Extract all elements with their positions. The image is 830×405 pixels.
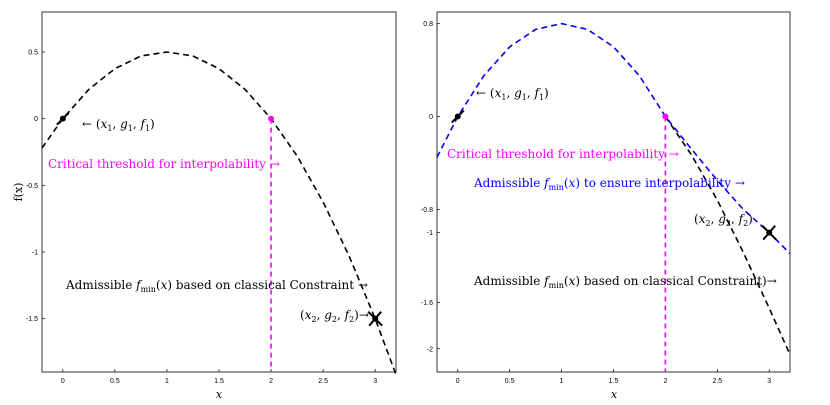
right-y-tick-label: -2: [427, 346, 433, 353]
left-y-tick-label: -0.5: [26, 183, 38, 190]
left-x-tick-label: 2.5: [318, 378, 328, 385]
left-y-tick-label: -1.5: [26, 316, 38, 323]
left-critical-threshold-annotation: Critical threshold for interpolability →: [48, 157, 280, 171]
right-critical-threshold-annotation: Critical threshold for interpolability →: [447, 147, 679, 161]
left-point-marker-2: [268, 115, 275, 122]
right-series-line-0: [436, 22, 791, 255]
left-x-tick-label: 1.5: [214, 378, 224, 385]
left-y-tick-label: 0: [34, 116, 38, 123]
right-x-tick-label: 1: [560, 378, 564, 385]
left-point-marker-3: [372, 315, 379, 322]
right-point1-label: ← (x1, g1, f1): [476, 86, 549, 102]
right-interpolability-annotation: Admissible fmin(x) to ensure interpolabi…: [473, 176, 745, 192]
left-point1-label: ← (x1, g1, f1): [82, 117, 155, 133]
left-x-tick-label: 0: [61, 378, 65, 385]
right-x-tick-label: 2.5: [712, 378, 722, 385]
right-point-marker-1: [454, 113, 461, 120]
right-y-tick-label: -0.8: [421, 207, 433, 214]
right-y-ticks: 0.8 0 -0.8 -1 -1.6 -2: [421, 21, 440, 353]
right-y-tick-label: -1: [427, 230, 433, 237]
left-x-tick-label: 1: [165, 378, 169, 385]
right-series: [436, 22, 791, 355]
left-x-axis-label: x: [216, 388, 223, 401]
left-point-marker-1: [59, 115, 66, 122]
left-y-tick-label: 0.5: [28, 50, 38, 57]
left-x-tick-label: 3: [373, 378, 377, 385]
left-chart: 0 0.5 1 1.5 2 2.5 3 0.5 0 -0.5 -1 -1.5 x f(x) ← (x…: [12, 11, 397, 401]
left-y-ticks: 0.5 0 -0.5 -1 -1.5: [26, 50, 45, 323]
left-classical-constraint-annotation: Admissible fmin(x) based on classical Co…: [65, 278, 368, 294]
left-plot-area: [41, 11, 397, 373]
left-x-tick-label: 2: [269, 378, 273, 385]
right-plot-area: [436, 11, 791, 373]
right-x-tick-label: 0.5: [505, 378, 515, 385]
right-point2-label: (x2, g2, f2): [694, 212, 753, 228]
left-y-axis-label: f(x): [12, 183, 25, 202]
right-x-tick-label: 2: [663, 378, 667, 385]
left-x-tick-label: 0.5: [110, 378, 120, 385]
right-classical-constraint-annotation: Admissible fmin(x) based on classical Co…: [473, 274, 777, 290]
right-y-tick-label: 0.8: [423, 21, 433, 28]
left-y-tick-label: -1: [32, 250, 38, 257]
right-x-tick-label: 3: [767, 378, 771, 385]
left-points: [56, 111, 383, 327]
right-x-axis-label: x: [611, 388, 618, 401]
right-y-tick-label: -1.6: [421, 300, 433, 307]
right-x-tick-label: 0: [456, 378, 460, 385]
left-x-ticks: 0 0.5 1 1.5 2 2.5 3: [61, 369, 377, 385]
right-point-marker-2: [662, 113, 669, 120]
right-x-tick-label: 1.5: [609, 378, 619, 385]
right-y-tick-label: 0: [429, 114, 433, 121]
right-points: [451, 109, 777, 241]
right-point-marker-3: [766, 229, 773, 236]
right-chart: 0 0.5 1 1.5 2 2.5 3 0.8 0 -0.8 -1 -1.6 -2 x ← (x1, …: [421, 11, 791, 401]
